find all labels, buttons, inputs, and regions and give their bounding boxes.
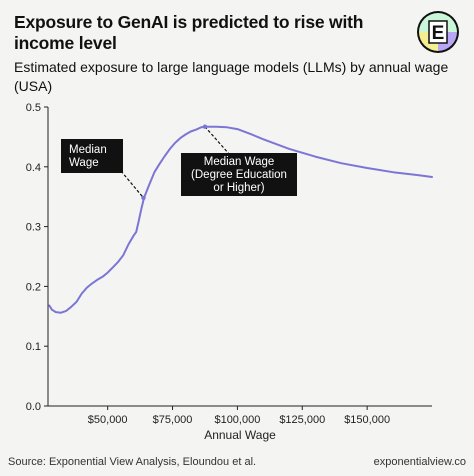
data-point (169, 148, 170, 149)
data-point (164, 155, 165, 156)
data-point (141, 208, 142, 209)
chart-subtitle: Estimated exposure to large language mod… (14, 59, 449, 94)
x-tick-label: $100,000 (214, 414, 260, 426)
annotation-leader (120, 170, 144, 199)
x-tick-label: $75,000 (153, 414, 193, 426)
data-point (185, 134, 186, 135)
data-point (341, 163, 342, 164)
logo-letter: E (432, 23, 445, 44)
data-point (392, 172, 393, 173)
source-note: Source: Exponential View Analysis, Eloun… (8, 456, 257, 468)
data-point (51, 309, 52, 310)
annotation-leader (204, 126, 231, 156)
x-tick-label: $125,000 (279, 414, 325, 426)
data-point (138, 220, 139, 221)
y-tick-label: 0.0 (26, 401, 41, 413)
series-line (48, 125, 433, 314)
data-point (418, 175, 419, 176)
y-tick-label: 0.1 (26, 341, 41, 353)
x-tick-label: $50,000 (88, 414, 128, 426)
data-point (102, 276, 103, 277)
data-point (200, 127, 201, 128)
annotation-label: Median (69, 144, 107, 156)
annotation-box (61, 139, 123, 173)
data-point (250, 133, 251, 134)
data-point (81, 293, 82, 294)
chart-title: Exposure to GenAI is predicted to rise w… (14, 12, 364, 53)
data-point (367, 167, 368, 168)
data-point (431, 176, 432, 177)
data-point (190, 131, 191, 132)
data-point (66, 310, 67, 311)
data-point (117, 261, 118, 262)
data-point (149, 184, 150, 185)
data-point (128, 244, 129, 245)
data-point (133, 235, 134, 236)
y-tick-label: 0.3 (26, 222, 41, 234)
data-point (112, 267, 113, 268)
data-point (180, 137, 181, 138)
annotation-label: or Higher) (213, 182, 264, 194)
data-point (195, 129, 196, 130)
series-layer (48, 125, 433, 314)
data-point (154, 172, 155, 173)
x-axis: $50,000 $75,000 $100,000 $125,000 $150,000 An… (48, 405, 432, 442)
data-point (159, 163, 160, 164)
data-point (60, 312, 61, 313)
data-point (136, 231, 137, 232)
data-point (107, 272, 108, 273)
data-point (86, 287, 87, 288)
y-axis: 0.0 0.1 0.2 0.3 0.4 0.5 (26, 102, 49, 413)
data-point (49, 305, 50, 306)
data-point (237, 129, 238, 130)
data-point (55, 312, 56, 313)
x-axis-label: Annual Wage (204, 428, 276, 442)
data-point (71, 306, 72, 307)
data-point (216, 126, 217, 127)
data-point (92, 283, 93, 284)
data-point (263, 139, 264, 140)
logo-icon: E (417, 11, 459, 53)
annotation-point (141, 195, 146, 201)
site-link[interactable]: exponentialview.co (373, 456, 466, 468)
annotation-box (181, 153, 297, 196)
y-tick-label: 0.2 (26, 281, 41, 293)
data-point (97, 279, 98, 280)
annotation-label: (Degree Education (191, 169, 287, 181)
y-tick-label: 0.4 (26, 162, 41, 174)
data-point (123, 255, 124, 256)
data-point (289, 148, 290, 149)
annotation-label: Wage (69, 157, 99, 169)
x-tick-label: $150,000 (344, 414, 390, 426)
annotation-point (202, 124, 208, 129)
data-point (76, 301, 77, 302)
y-tick-label: 0.5 (26, 102, 41, 114)
data-point (175, 142, 176, 143)
data-point (226, 127, 227, 128)
data-point (315, 156, 316, 157)
annotation-label: Median Wage (204, 156, 275, 168)
